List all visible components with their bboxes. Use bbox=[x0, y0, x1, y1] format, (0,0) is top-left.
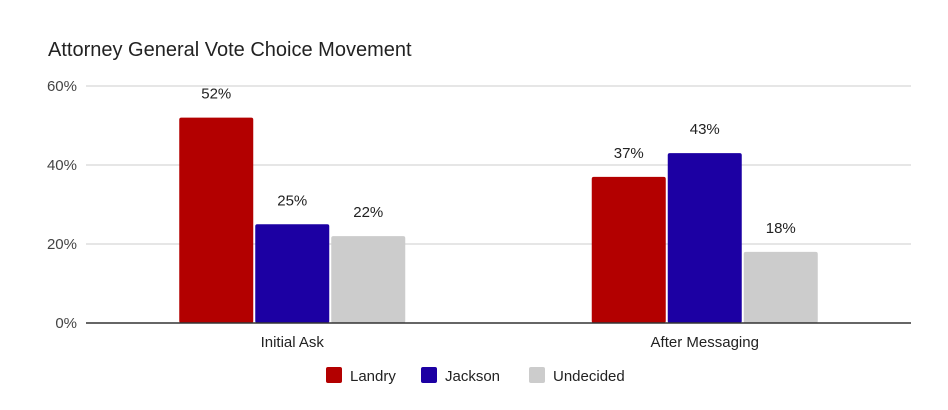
data-label: 25% bbox=[277, 192, 307, 209]
y-tick-label: 60% bbox=[47, 78, 77, 95]
y-tick-label: 20% bbox=[47, 236, 77, 253]
legend-swatch-landry bbox=[326, 367, 342, 383]
legend-label-landry: Landry bbox=[350, 368, 396, 385]
y-axis-ticks: 0% 20% 40% 60% bbox=[47, 78, 77, 332]
bar-undecided-after-messaging bbox=[743, 251, 818, 323]
legend-swatch-undecided bbox=[529, 367, 545, 383]
data-label: 52% bbox=[201, 86, 231, 103]
data-label: 43% bbox=[690, 121, 720, 138]
legend-label-jackson: Jackson bbox=[445, 368, 500, 385]
data-labels: 52% 25% 22% 37% 43% 18% bbox=[201, 86, 796, 237]
bars bbox=[179, 117, 818, 323]
x-category-label: After Messaging bbox=[651, 334, 759, 351]
bar-landry-after-messaging bbox=[591, 176, 666, 323]
y-tick-label: 0% bbox=[55, 315, 77, 332]
bar-jackson-initial-ask bbox=[255, 224, 330, 323]
legend-swatch-jackson bbox=[421, 367, 437, 383]
bar-jackson-after-messaging bbox=[667, 153, 742, 323]
chart-title: Attorney General Vote Choice Movement bbox=[48, 39, 412, 61]
y-tick-label: 40% bbox=[47, 157, 77, 174]
data-label: 37% bbox=[614, 145, 644, 162]
bar-landry-initial-ask bbox=[179, 117, 254, 323]
x-axis-categories: Initial Ask After Messaging bbox=[261, 334, 759, 351]
bar-undecided-initial-ask bbox=[331, 236, 406, 323]
legend-label-undecided: Undecided bbox=[553, 368, 625, 385]
data-label: 18% bbox=[766, 220, 796, 237]
x-category-label: Initial Ask bbox=[261, 334, 325, 351]
legend: Landry Jackson Undecided bbox=[326, 367, 625, 385]
data-label: 22% bbox=[353, 204, 383, 221]
